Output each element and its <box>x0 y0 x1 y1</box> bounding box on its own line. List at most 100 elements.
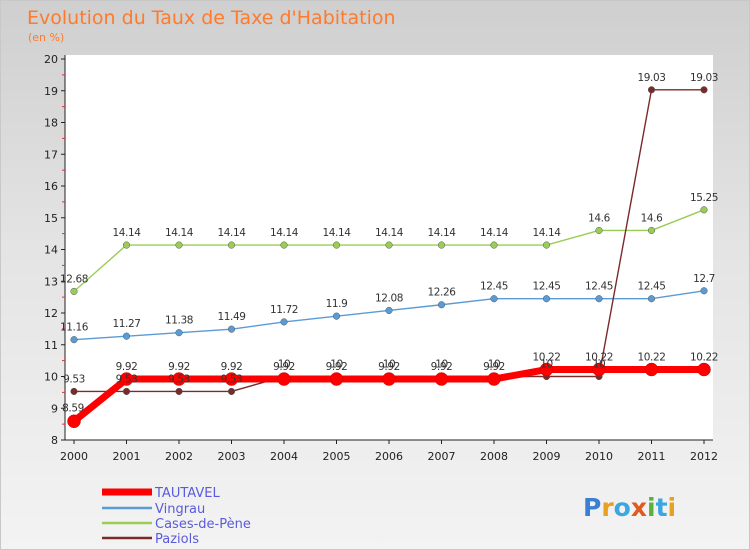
data-label: 9.92 <box>168 361 190 373</box>
data-point <box>70 387 78 395</box>
data-point <box>332 312 341 320</box>
y-tick-label: 11 <box>44 339 58 352</box>
data-point <box>647 86 656 94</box>
data-point <box>70 336 78 344</box>
data-label: 10.22 <box>532 352 560 364</box>
y-tick-label: 13 <box>44 275 58 288</box>
y-tick-label: 14 <box>44 244 58 257</box>
y-tick-label: 19 <box>44 85 58 98</box>
data-point <box>385 241 393 249</box>
data-label: 11.27 <box>112 318 140 330</box>
data-point <box>437 241 446 249</box>
data-point <box>595 295 603 303</box>
data-point <box>542 295 551 303</box>
data-label: 10 <box>330 359 343 371</box>
y-tick-label: 8 <box>51 434 58 447</box>
data-point <box>280 318 288 326</box>
data-label: 14.14 <box>375 227 404 239</box>
data-label: 12.45 <box>532 281 560 293</box>
data-label: 9.53 <box>116 373 138 385</box>
data-label: 9.53 <box>63 373 85 385</box>
x-tick-label: 2011 <box>638 450 666 463</box>
data-point <box>437 301 446 309</box>
data-point <box>119 372 134 386</box>
data-label: 10.22 <box>637 352 665 364</box>
data-point <box>70 287 78 295</box>
data-label: 14.6 <box>641 212 663 224</box>
x-tick-label: 2009 <box>533 450 561 463</box>
data-label: 10.22 <box>585 352 613 364</box>
data-point <box>490 241 498 249</box>
data-label: 14.6 <box>588 212 610 224</box>
data-point <box>227 387 236 395</box>
data-point <box>490 295 498 303</box>
data-point <box>227 241 236 249</box>
data-label: 10 <box>593 359 606 371</box>
data-label: 14.14 <box>217 227 246 239</box>
data-point <box>700 287 708 295</box>
data-point <box>67 414 81 429</box>
data-point <box>175 329 183 337</box>
y-tick-label: 16 <box>44 180 58 193</box>
chart-subtitle: (en %) <box>28 31 65 44</box>
data-label: 12.08 <box>375 292 403 304</box>
data-point <box>122 241 131 249</box>
data-label: 9.92 <box>483 361 505 373</box>
data-label: 12.45 <box>637 281 665 293</box>
data-label: 10 <box>278 359 291 371</box>
data-point <box>700 206 708 214</box>
legend-label: TAUTAVEL <box>154 486 220 501</box>
data-point <box>280 241 288 249</box>
x-tick-label: 2004 <box>270 450 298 463</box>
data-point <box>175 387 183 395</box>
data-point <box>700 86 708 94</box>
data-point <box>224 372 239 386</box>
data-label: 12.7 <box>693 273 715 285</box>
data-label: 9.92 <box>273 361 295 373</box>
legend-label: Paziols <box>155 532 199 547</box>
data-point <box>595 226 603 234</box>
data-label: 11.38 <box>165 315 193 327</box>
data-label: 11.9 <box>326 298 348 310</box>
data-label: 19.03 <box>637 72 665 84</box>
data-label: 9.92 <box>378 361 400 373</box>
data-label: 10.22 <box>690 352 718 364</box>
chart-title: Evolution du Taux de Taxe d'Habitation <box>27 7 396 29</box>
y-tick-label: 18 <box>44 117 58 130</box>
data-point <box>227 325 236 333</box>
proxiti-logo: Proxiti <box>583 493 676 522</box>
data-label: 14.14 <box>112 227 141 239</box>
y-tick-label: 9 <box>51 402 58 415</box>
y-tick-label: 12 <box>44 307 58 320</box>
data-point <box>697 362 711 377</box>
data-point <box>122 332 131 340</box>
legend-label: Vingrau <box>155 502 205 517</box>
data-point <box>592 362 606 377</box>
data-label: 9.92 <box>326 361 348 373</box>
y-tick-label: 20 <box>44 53 58 66</box>
data-label: 14.14 <box>270 227 299 239</box>
data-label: 19.03 <box>690 72 718 84</box>
data-point <box>385 306 393 315</box>
data-label: 12.45 <box>585 281 613 293</box>
y-tick-label: 17 <box>44 148 58 161</box>
data-point <box>332 241 341 249</box>
data-label: 12.26 <box>427 287 456 299</box>
data-label: 11.72 <box>270 304 298 316</box>
data-label: 15.25 <box>690 192 718 204</box>
x-tick-label: 2008 <box>480 450 508 463</box>
data-label: 10 <box>435 359 448 371</box>
data-label: 11.16 <box>60 322 89 334</box>
data-label: 9.53 <box>168 373 190 385</box>
data-label: 9.92 <box>221 361 243 373</box>
data-label: 11.49 <box>217 311 245 323</box>
data-label: 10 <box>383 359 396 371</box>
data-label: 10 <box>488 359 501 371</box>
x-tick-label: 2005 <box>323 450 351 463</box>
y-tick-label: 15 <box>44 212 58 225</box>
data-point <box>434 372 449 386</box>
data-label: 10 <box>540 359 553 371</box>
x-tick-label: 2006 <box>375 450 403 463</box>
data-label: 14.14 <box>165 227 194 239</box>
